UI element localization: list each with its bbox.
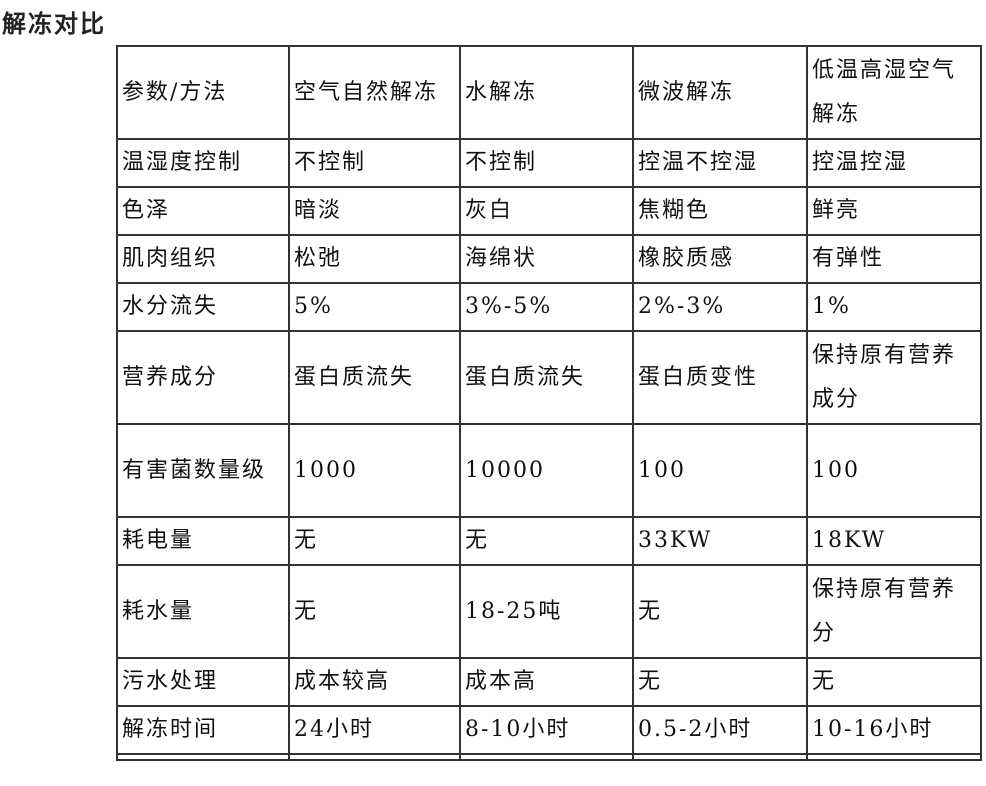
- table-cell: 18KW: [806, 516, 982, 566]
- table-cell: 24小时: [288, 705, 461, 755]
- table-row: 耗水量无 18-25吨无保持原有营养分: [116, 564, 982, 659]
- table-cell: 蛋白质流失: [459, 330, 634, 425]
- header-cell: 空气自然解冻: [288, 45, 461, 140]
- table-cell: 成本较高: [288, 657, 461, 707]
- table-cell: 有害菌数量级: [116, 423, 290, 518]
- table-cell: 0.5-2小时: [632, 705, 808, 755]
- table-row: 水分流失 5% 3%-5% 2%-3% 1%: [116, 282, 982, 332]
- table-cell: 海绵状: [459, 234, 634, 284]
- table-cell: 成本高: [459, 657, 634, 707]
- table-cell: 2%-3%: [632, 282, 808, 332]
- table-cell: 无: [632, 657, 808, 707]
- table-cell: 水分流失: [116, 282, 290, 332]
- table-row-partial: [116, 753, 982, 761]
- table-cell: 营养成分: [116, 330, 290, 425]
- table-cell: [632, 753, 808, 761]
- table-cell: 1000: [288, 423, 461, 518]
- table-cell: 松弛: [288, 234, 461, 284]
- table-cell: 鲜亮: [806, 186, 982, 236]
- thaw-comparison-table: 参数/方法 空气自然解冻 水解冻 微波解冻 低温高湿空气解冻 温湿度控制 不控制 不控制 控温不…: [116, 45, 982, 761]
- table-row: 色泽 暗淡 灰白 焦糊色 鲜亮: [116, 186, 982, 236]
- table-cell: 无: [288, 516, 461, 566]
- table-cell: 色泽: [116, 186, 290, 236]
- page-title: 解冻对比: [2, 9, 106, 38]
- header-cell: 水解冻: [459, 45, 634, 140]
- table-cell: 100: [632, 423, 808, 518]
- table-row: 污水处理 成本较高 成本高无无: [116, 657, 982, 707]
- table-row: 解冻时间 24小时 8-10小时 0.5-2小时 10-16小时: [116, 705, 982, 755]
- table-cell: 肌肉组织: [116, 234, 290, 284]
- header-cell: 低温高湿空气解冻: [806, 45, 982, 140]
- table-cell: 控温控湿: [806, 138, 982, 188]
- table-cell: 不控制: [288, 138, 461, 188]
- table-cell: 8-10小时: [459, 705, 634, 755]
- table-cell: 不控制: [459, 138, 634, 188]
- table-cell: 解冻时间: [116, 705, 290, 755]
- table-cell: 10-16小时: [806, 705, 982, 755]
- table-cell: 保持原有营养成分: [806, 330, 982, 425]
- table-row: 有害菌数量级 1000 10000 100 100: [116, 423, 982, 518]
- table-cell: [288, 753, 461, 761]
- table-cell: 5%: [288, 282, 461, 332]
- table-cell: 3%-5%: [459, 282, 634, 332]
- table-cell: 无: [632, 564, 808, 659]
- table-cell: 灰白: [459, 186, 634, 236]
- table-row: 肌肉组织 松弛 海绵状 橡胶质感 有弹性: [116, 234, 982, 284]
- table-row: 营养成分 蛋白质流失 蛋白质流失 蛋白质变性 保持原有营养成分: [116, 330, 982, 425]
- table-cell: 33KW: [632, 516, 808, 566]
- table-header-row: 参数/方法 空气自然解冻 水解冻 微波解冻 低温高湿空气解冻: [116, 45, 982, 140]
- table-cell: 控温不控湿: [632, 138, 808, 188]
- table-cell: 蛋白质变性: [632, 330, 808, 425]
- table-cell: [806, 753, 982, 761]
- table-cell: [459, 753, 634, 761]
- table-cell: 100: [806, 423, 982, 518]
- table-cell: 焦糊色: [632, 186, 808, 236]
- table-row: 耗电量无无 33KW 18KW: [116, 516, 982, 566]
- table-cell: 无: [459, 516, 634, 566]
- table-row: 温湿度控制 不控制 不控制 控温不控湿 控温控湿: [116, 138, 982, 188]
- table-cell: 温湿度控制: [116, 138, 290, 188]
- table-cell: 蛋白质流失: [288, 330, 461, 425]
- header-cell: 微波解冻: [632, 45, 808, 140]
- table-cell: 18-25吨: [459, 564, 634, 659]
- table-cell: 无: [806, 657, 982, 707]
- table-cell: 暗淡: [288, 186, 461, 236]
- table-cell: 橡胶质感: [632, 234, 808, 284]
- table-cell: 有弹性: [806, 234, 982, 284]
- table-cell: 保持原有营养分: [806, 564, 982, 659]
- table-cell: 无: [288, 564, 461, 659]
- table-cell: 10000: [459, 423, 634, 518]
- table-cell: 耗水量: [116, 564, 290, 659]
- header-cell: 参数/方法: [116, 45, 290, 140]
- table-cell: 1%: [806, 282, 982, 332]
- table-cell: [116, 753, 290, 761]
- table-cell: 耗电量: [116, 516, 290, 566]
- table-cell: 污水处理: [116, 657, 290, 707]
